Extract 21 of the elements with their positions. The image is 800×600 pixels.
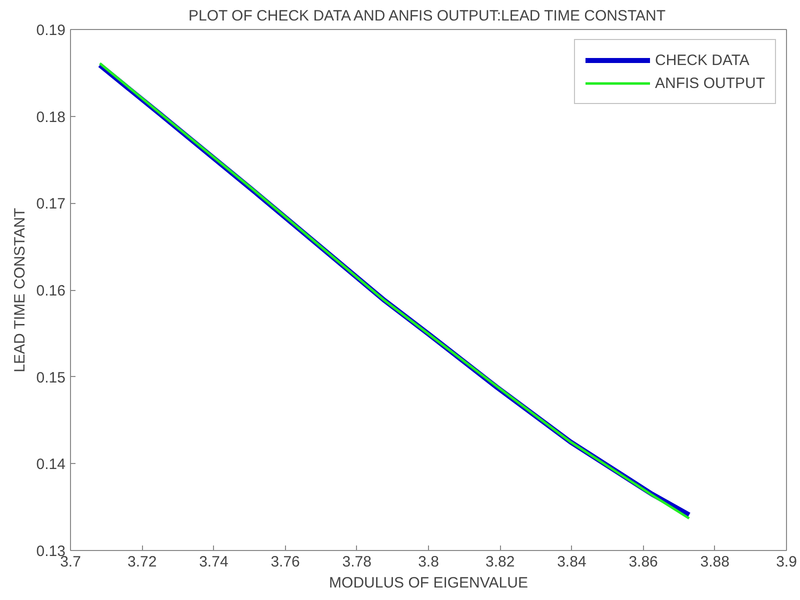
y-tick-label: 0.16 (36, 282, 66, 300)
y-tick-label: 0.19 (36, 22, 66, 39)
x-axis-title: MODULUS OF EIGENVALUE (329, 574, 528, 592)
x-tick-label: 3.8 (418, 554, 439, 570)
y-axis-title: LEAD TIME CONSTANT (11, 208, 28, 372)
legend-label: CHECK DATA (654, 52, 750, 68)
y-tick-label: 0.18 (36, 108, 66, 126)
chart-title: PLOT OF CHECK DATA AND ANFIS OUTPUT:LEAD TIME CONSTANT (188, 8, 666, 24)
x-tick-label: 3.82 (486, 554, 515, 570)
y-tick-label: 0.14 (36, 456, 66, 474)
y-tick-label: 0.15 (36, 369, 66, 386)
legend-label: ANFIS OUTPUT (654, 74, 765, 92)
x-tick-label: 3.72 (128, 554, 157, 570)
x-tick-label: 3.84 (557, 554, 586, 570)
x-tick-label: 3.78 (342, 554, 372, 570)
y-tick-label: 0.17 (36, 196, 66, 213)
x-tick-label: 3.88 (700, 554, 730, 570)
x-tick-label: 3.9 (776, 554, 797, 570)
x-tick-label: 3.74 (199, 554, 228, 570)
x-tick-label: 3.76 (270, 554, 300, 570)
x-tick-label: 3.86 (628, 554, 658, 570)
